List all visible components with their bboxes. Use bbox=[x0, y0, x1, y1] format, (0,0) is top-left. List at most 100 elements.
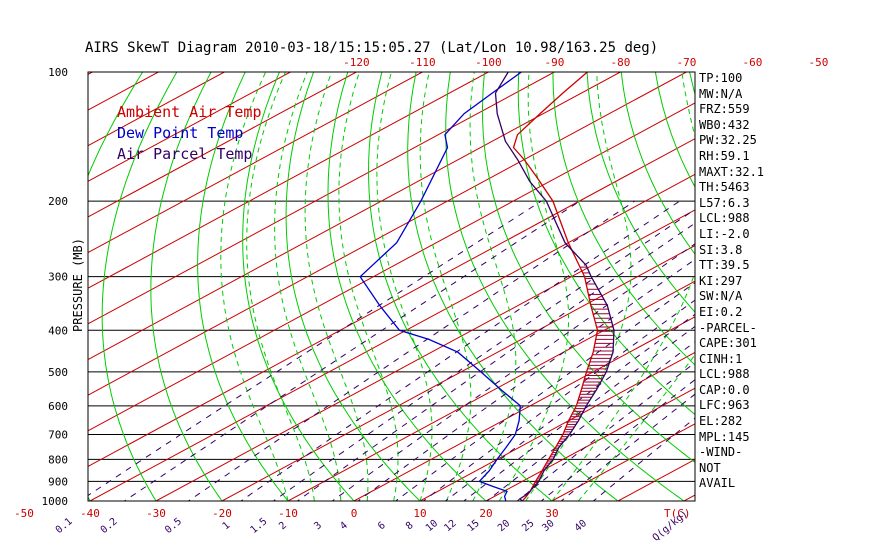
bottom-temp-tick-label: -10 bbox=[278, 507, 298, 520]
mixing-ratio-line bbox=[123, 200, 581, 501]
indices-panel: TP:100 MW:N/A FRZ:559 WB0:432 PW:32.25 RH:59.… bbox=[699, 71, 867, 492]
moist-adiabat bbox=[498, 72, 569, 501]
moist-adiabat bbox=[551, 72, 695, 501]
mixing-ratio-line bbox=[444, 313, 695, 501]
moist-adiabat bbox=[274, 72, 342, 501]
parcel-temp-line bbox=[494, 72, 615, 501]
legend-entry: Dew Point Temp bbox=[117, 124, 243, 142]
pressure-tick-label: 200 bbox=[48, 195, 68, 208]
mixing-ratio-line bbox=[485, 341, 695, 501]
bottom-temp-tick-label: -40 bbox=[80, 507, 100, 520]
chart-series bbox=[359, 72, 615, 501]
mixing-ratio-tick-label: 40 bbox=[573, 518, 589, 534]
index-entry: CINH:1 bbox=[699, 351, 743, 366]
dewpoint-temp-line bbox=[359, 72, 522, 501]
moist-adiabat bbox=[338, 72, 399, 501]
mixing-ratio-tick-label: 15 bbox=[465, 518, 481, 534]
dry-adiabat bbox=[150, 72, 223, 501]
moist-adiabat bbox=[469, 72, 517, 501]
mixing-ratio-tick-label: 1 bbox=[221, 520, 233, 532]
bottom-temp-tick-label: 30 bbox=[545, 507, 558, 520]
moist-adiabat bbox=[525, 72, 632, 501]
legend-entry: Air Parcel Temp bbox=[117, 145, 252, 163]
isotherm-line bbox=[89, 173, 695, 501]
mixing-ratio-line bbox=[296, 222, 695, 501]
mixing-ratio-tick-label: 8 bbox=[404, 520, 416, 532]
legend-entry: Ambient Air Temp bbox=[117, 103, 262, 121]
isotherm-line bbox=[353, 316, 695, 501]
index-entry: L57:6.3 bbox=[699, 195, 750, 210]
index-entry: LFC:963 bbox=[699, 398, 750, 413]
index-entry: KI:297 bbox=[699, 273, 743, 288]
mixing-ratio-line bbox=[240, 200, 680, 501]
top-temp-tick-label: -90 bbox=[544, 56, 564, 69]
index-entry: -WIND- bbox=[699, 445, 743, 460]
mixing-ratio-tick-label: 10 bbox=[424, 518, 440, 534]
chart-title: AIRS SkewT Diagram 2010-03-18/15:15:05.2… bbox=[85, 40, 658, 56]
mixing-ratio-tick-label: 2 bbox=[277, 520, 289, 532]
index-entry: TP:100 bbox=[699, 71, 743, 85]
mixing-ratio-tick-label: 1.5 bbox=[249, 516, 270, 536]
index-entry: SI:3.8 bbox=[699, 242, 743, 257]
mixing-ratio-line bbox=[331, 243, 695, 501]
dry-adiabat bbox=[620, 72, 695, 256]
mixing-ratio-line bbox=[462, 325, 695, 501]
index-entry: LI:-2.0 bbox=[699, 226, 750, 241]
moist-adiabat bbox=[220, 72, 289, 501]
pressure-tick-label: 400 bbox=[48, 324, 68, 337]
isotherm-line bbox=[88, 72, 687, 396]
moist-adiabat bbox=[376, 72, 433, 501]
temp-unit-label: T(C) bbox=[664, 507, 691, 520]
index-entry: LCL:988 bbox=[699, 211, 750, 226]
dry-adiabat bbox=[367, 72, 553, 501]
chart-grid bbox=[88, 72, 695, 501]
mixing-ratio-tick-label: 0.1 bbox=[54, 516, 75, 536]
mixing-ratio-tick-label: 25 bbox=[520, 518, 536, 534]
top-temp-tick-label: -120 bbox=[343, 56, 370, 69]
bottom-temp-tick-label: -20 bbox=[212, 507, 232, 520]
isotherm-line bbox=[88, 72, 291, 182]
moist-adiabat bbox=[246, 72, 315, 501]
top-temp-tick-label: -100 bbox=[475, 56, 502, 69]
index-entry: EI:0.2 bbox=[699, 304, 743, 319]
dry-adiabat bbox=[327, 72, 487, 501]
plot-frame bbox=[87, 71, 696, 502]
isotherm-line bbox=[88, 102, 695, 432]
index-entry: MW:N/A bbox=[699, 86, 743, 101]
isotherm-line bbox=[485, 387, 695, 501]
index-entry: SW:N/A bbox=[699, 289, 743, 304]
bottom-temp-tick-label: 0 bbox=[351, 507, 358, 520]
index-entry: TH:5463 bbox=[699, 180, 750, 195]
pressure-tick-label: 300 bbox=[48, 271, 68, 284]
index-entry: CAPE:301 bbox=[699, 336, 757, 351]
isotherm-line bbox=[221, 244, 695, 501]
isotherm-line bbox=[88, 72, 621, 361]
mixing-ratio-line bbox=[272, 208, 695, 501]
index-entry: LCL:988 bbox=[699, 367, 750, 382]
ambient-temp-line bbox=[512, 72, 599, 501]
pressure-tick-label: 900 bbox=[48, 475, 68, 488]
isotherm-line bbox=[88, 138, 695, 468]
index-entry: CAP:0.0 bbox=[699, 382, 750, 397]
pressure-tick-label: 700 bbox=[48, 429, 68, 442]
isotherm-line bbox=[155, 209, 695, 501]
mixing-ratio-line bbox=[88, 200, 542, 497]
top-temp-tick-label: -60 bbox=[742, 56, 762, 69]
bottom-temp-tick-label: 20 bbox=[479, 507, 492, 520]
mixing-ratio-tick-label: 20 bbox=[496, 518, 512, 534]
moist-adiabat bbox=[304, 72, 369, 501]
dry-adiabat bbox=[517, 72, 695, 416]
index-entry: MAXT:32.1 bbox=[699, 164, 765, 179]
pressure-tick-label: 600 bbox=[48, 400, 68, 413]
mixing-ratio-tick-label: 30 bbox=[540, 518, 556, 534]
index-entry: RH:59.1 bbox=[699, 148, 750, 163]
dry-adiabat bbox=[586, 72, 695, 313]
index-entry: WB0:432 bbox=[699, 117, 750, 132]
mixing-ratio-tick-label: 3 bbox=[312, 520, 324, 532]
mixing-ratio-tick-label: 0.5 bbox=[163, 516, 184, 536]
index-entry: AVAIL bbox=[699, 476, 736, 491]
pressure-tick-label: 800 bbox=[48, 453, 68, 466]
dry-adiabat bbox=[101, 72, 178, 501]
top-temp-tick-label: -50 bbox=[808, 56, 828, 69]
